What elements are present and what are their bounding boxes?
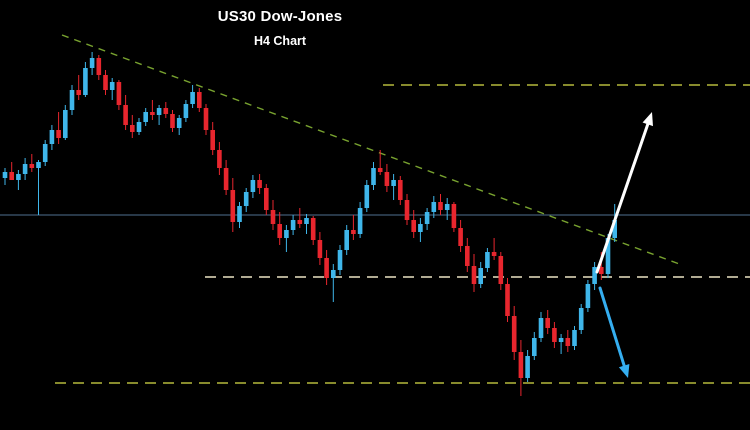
candle-body (203, 108, 209, 130)
candle-body (190, 92, 195, 104)
candle-body (324, 258, 329, 278)
candle-body (243, 192, 249, 206)
candle-body (237, 206, 242, 222)
candle-body (109, 82, 115, 90)
candle-body (103, 75, 108, 90)
candle-body (351, 230, 356, 234)
candle-body (458, 228, 463, 246)
projection-down-arrow-head (618, 363, 630, 378)
candle-body (344, 230, 349, 250)
candle-body (176, 118, 182, 128)
candle-body (9, 172, 14, 180)
candle-body (170, 114, 175, 128)
candle-body (451, 204, 457, 228)
candle-body (36, 162, 41, 168)
projection-down-arrow (598, 286, 626, 368)
candle-body (83, 68, 88, 95)
candle-body (250, 180, 256, 192)
candle-body (518, 352, 524, 378)
candle-body (605, 238, 611, 274)
candle-body (217, 150, 222, 168)
candle-body (431, 202, 437, 212)
candle-body (22, 164, 28, 174)
candle-body (391, 180, 396, 186)
candle-body (2, 172, 8, 178)
candle-body (310, 218, 316, 240)
candle-body (532, 338, 537, 356)
candle-body (230, 190, 236, 222)
candle-body (498, 256, 504, 284)
candle-body (471, 266, 477, 284)
candle-body (130, 125, 135, 132)
candle-body (270, 210, 276, 224)
candle-body (592, 267, 597, 284)
candle-body (163, 108, 169, 114)
candle-body (565, 338, 571, 346)
candle-body (371, 168, 376, 185)
candle-body (337, 250, 343, 270)
candle-body (438, 202, 443, 210)
candle-body (123, 105, 128, 125)
candle-body (331, 270, 336, 278)
candle-body (69, 90, 75, 110)
candle-body (116, 82, 122, 105)
candle-body (156, 108, 162, 115)
candle-body (505, 284, 510, 316)
candle-body (411, 220, 416, 232)
candle-body (444, 204, 450, 210)
candle-body (56, 130, 61, 138)
candle-body (29, 164, 35, 168)
candle-body (357, 208, 363, 234)
projection-up-arrow-head (642, 112, 653, 127)
candle-body (364, 185, 370, 208)
candle-body (398, 180, 403, 200)
candle-body (552, 328, 557, 342)
candle-body (612, 220, 617, 238)
candle-body (572, 330, 577, 346)
candle-body (49, 130, 55, 144)
candle-body (136, 122, 142, 132)
candle-body (578, 308, 584, 330)
candle-body (96, 58, 102, 75)
candle-body (424, 212, 430, 224)
candle-body (404, 200, 410, 220)
candle-body (197, 92, 202, 108)
candle-body (284, 230, 289, 238)
candle-body (418, 224, 423, 232)
candle-body (290, 220, 296, 230)
candle-body (585, 284, 591, 308)
candle-body (143, 112, 148, 122)
candle-body (16, 174, 21, 180)
candle-body (63, 110, 68, 138)
candle-body (538, 318, 544, 338)
candle-body (150, 112, 155, 115)
projection-up-arrow (595, 122, 650, 274)
candle-body (491, 252, 497, 256)
candle-body (89, 58, 95, 68)
candle-body (465, 246, 470, 266)
candle-body (478, 268, 483, 284)
candle-body (223, 168, 229, 190)
candle-body (317, 240, 323, 258)
candle-body (76, 90, 81, 95)
candle-body (599, 267, 604, 274)
candle-body (485, 252, 490, 268)
candle-body (377, 168, 383, 172)
candle-body (183, 104, 189, 118)
candle-body (545, 318, 550, 328)
candle-body (210, 130, 215, 150)
candle-body (558, 338, 564, 342)
candle-body (257, 180, 262, 188)
descending-trendline (61, 34, 683, 266)
candle-body (384, 172, 390, 186)
candle-body (511, 316, 517, 352)
candle-body (277, 224, 282, 238)
candle-body (525, 356, 530, 378)
candle-body (42, 144, 48, 162)
candle-body (297, 220, 303, 224)
candle-body (304, 218, 309, 224)
candle-body (264, 188, 269, 210)
